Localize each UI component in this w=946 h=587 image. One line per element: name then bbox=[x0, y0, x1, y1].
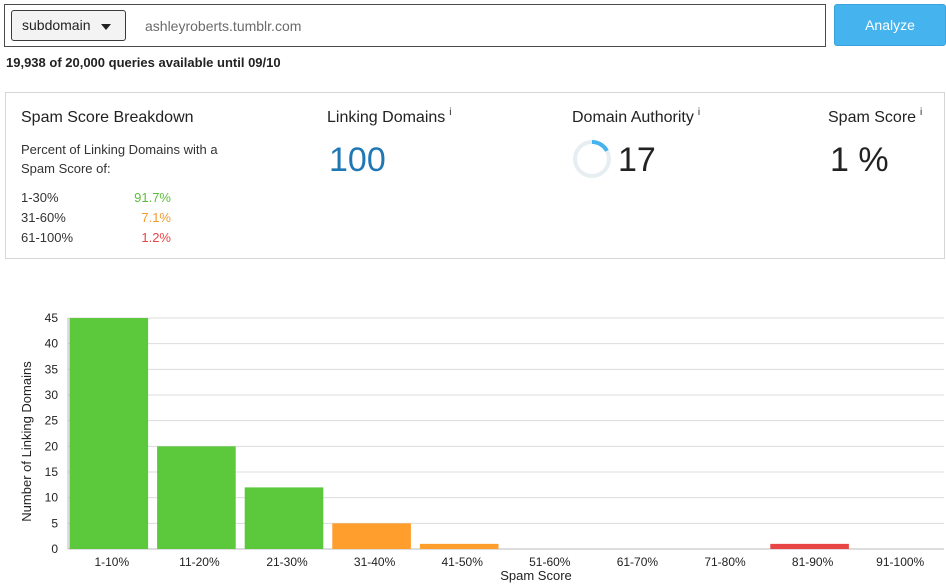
x-tick-label: 41-50% bbox=[442, 555, 484, 569]
breakdown-row: 1-30% 91.7% bbox=[21, 190, 171, 205]
y-axis-title: Number of Linking Domains bbox=[19, 361, 34, 522]
breakdown-range: 61-100% bbox=[21, 230, 74, 245]
bar bbox=[332, 523, 411, 549]
domain-authority-label: Domain Authority i bbox=[572, 107, 701, 127]
x-tick-label: 91-100% bbox=[876, 555, 924, 569]
y-tick-label: 40 bbox=[45, 337, 59, 351]
y-tick-label: 15 bbox=[45, 465, 59, 479]
breakdown-range: 31-60% bbox=[21, 210, 66, 225]
domain-authority-value: 17 bbox=[618, 141, 656, 179]
breakdown-description: Percent of Linking Domains with a Spam S… bbox=[21, 142, 218, 176]
bar bbox=[770, 543, 849, 549]
y-tick-label: 10 bbox=[45, 491, 59, 505]
x-tick-label: 81-90% bbox=[792, 555, 834, 569]
x-tick-label: 51-60% bbox=[529, 555, 571, 569]
breakdown-row: 31-60% 7.1% bbox=[21, 210, 171, 225]
breakdown-pct: 1.2% bbox=[141, 230, 171, 245]
breakdown-row: 61-100% 1.2% bbox=[21, 230, 171, 245]
y-tick-label: 35 bbox=[45, 362, 59, 376]
x-tick-label: 21-30% bbox=[266, 555, 308, 569]
mode-select[interactable]: subdomain bbox=[11, 10, 126, 41]
analyze-button[interactable]: Analyze bbox=[834, 4, 946, 46]
breakdown-range: 1-30% bbox=[21, 190, 59, 205]
search-bar: subdomain bbox=[4, 4, 826, 47]
spam-score-label-text: Spam Score bbox=[828, 109, 917, 126]
y-tick-label: 45 bbox=[45, 311, 59, 325]
x-tick-label: 1-10% bbox=[94, 555, 129, 569]
info-icon[interactable]: i bbox=[449, 107, 452, 118]
x-axis-title: Spam Score bbox=[500, 568, 572, 583]
bar bbox=[419, 543, 499, 549]
spam-score-label: Spam Score i bbox=[828, 107, 923, 127]
linking-domains-label: Linking Domains i bbox=[327, 107, 452, 127]
breakdown-title: Spam Score Breakdown bbox=[21, 109, 194, 126]
y-tick-label: 30 bbox=[45, 388, 59, 402]
spam-score-value: 1 % bbox=[830, 141, 889, 179]
domain-authority-ring-icon bbox=[573, 140, 611, 178]
domain-input[interactable] bbox=[145, 15, 745, 37]
y-tick-label: 0 bbox=[51, 542, 58, 556]
mode-select-value: subdomain bbox=[22, 17, 91, 33]
info-icon[interactable]: i bbox=[697, 107, 701, 118]
spam-score-histogram: 0 5 10 15 20 25 30 35 40 45 1-10% 11-20% 21-30% 31-40… bbox=[19, 311, 944, 583]
y-tick-label: 20 bbox=[45, 439, 59, 453]
caret-down-icon bbox=[101, 24, 111, 30]
x-tick-label: 71-80% bbox=[704, 555, 746, 569]
metrics-panel: Spam Score Breakdown Percent of Linking … bbox=[5, 92, 945, 259]
breakdown-pct: 7.1% bbox=[141, 210, 171, 225]
x-tick-label: 61-70% bbox=[617, 555, 659, 569]
linking-domains-label-text: Linking Domains bbox=[327, 109, 446, 126]
y-tick-label: 25 bbox=[45, 414, 59, 428]
y-tick-label: 5 bbox=[51, 516, 58, 530]
breakdown-pct: 91.7% bbox=[134, 190, 171, 205]
bar bbox=[157, 446, 236, 549]
x-tick-label: 31-40% bbox=[354, 555, 396, 569]
linking-domains-value: 100 bbox=[329, 141, 386, 179]
domain-authority-label-text: Domain Authority bbox=[572, 109, 694, 126]
quota-text: 19,938 of 20,000 queries available until… bbox=[6, 55, 281, 70]
info-icon[interactable]: i bbox=[920, 107, 923, 118]
bar bbox=[244, 487, 324, 549]
x-tick-label: 11-20% bbox=[179, 555, 220, 569]
bar bbox=[69, 318, 149, 549]
